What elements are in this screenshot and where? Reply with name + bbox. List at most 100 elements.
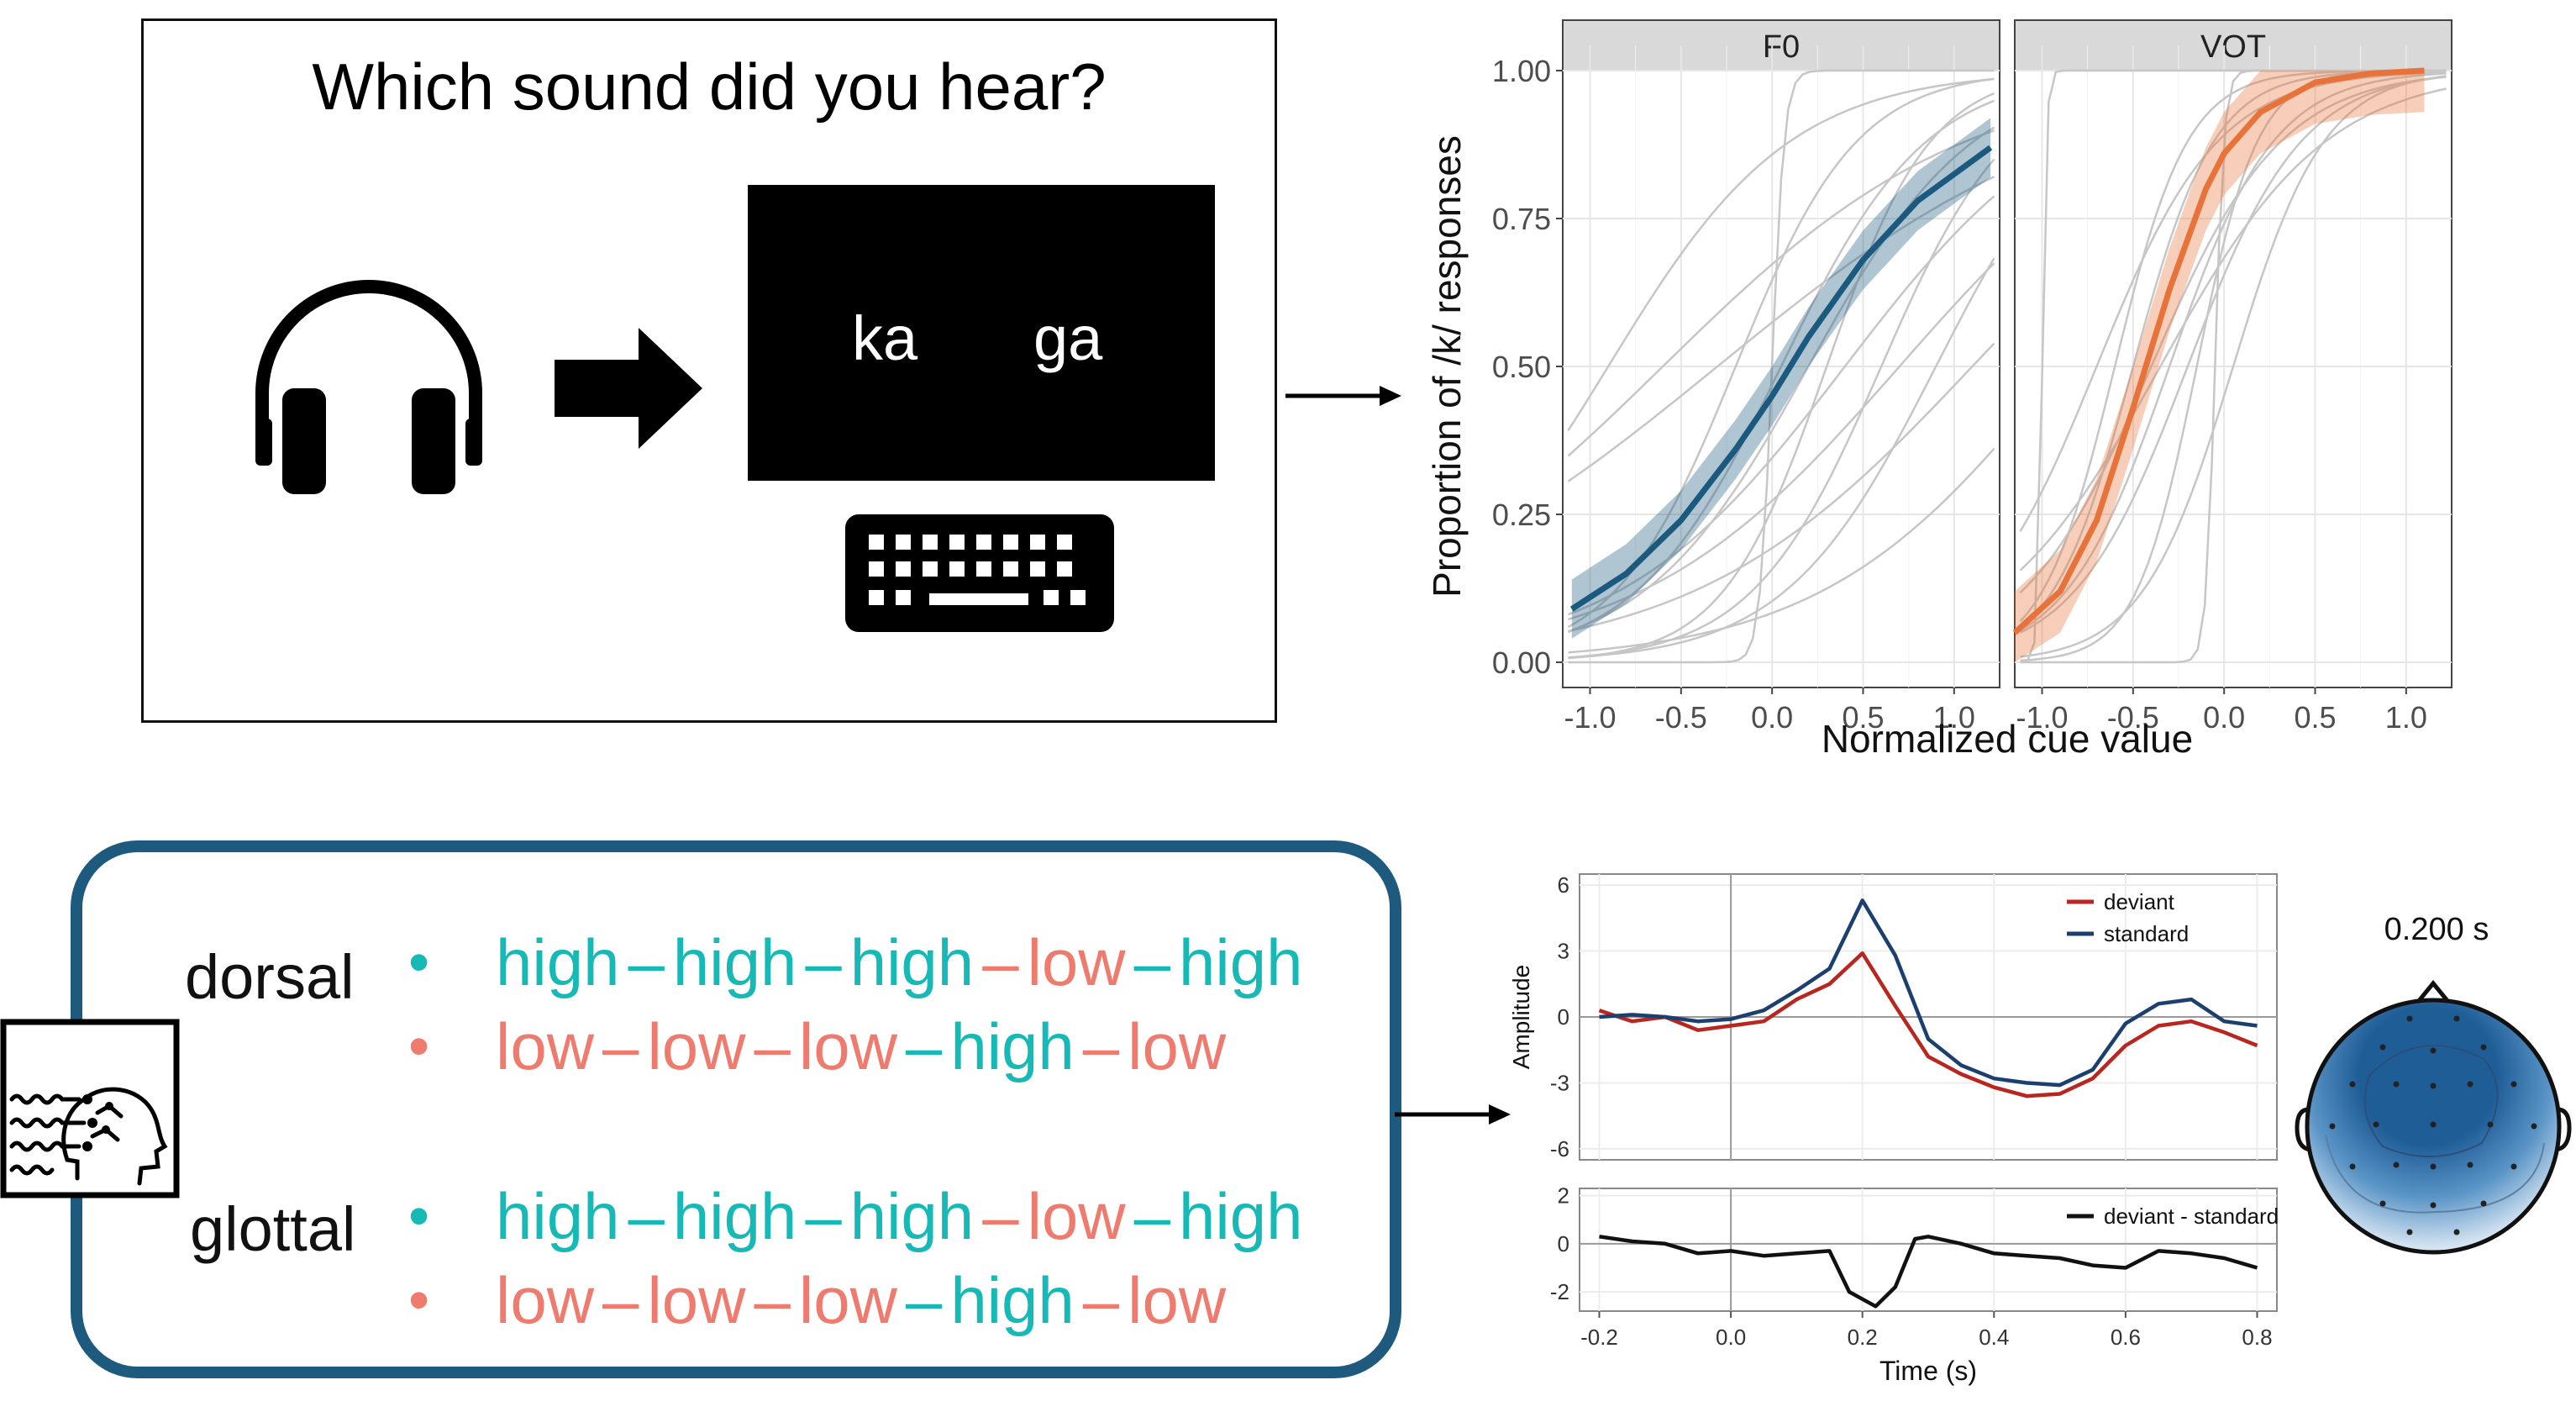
electrode-dot [2510, 1081, 2517, 1088]
y-tick-label: 1.00 [1492, 54, 1551, 88]
tone-token: low [798, 1009, 897, 1083]
electrode-dot [2406, 1015, 2413, 1022]
y-tick-label: 0.25 [1492, 498, 1551, 532]
tone-token: high [950, 1263, 1075, 1337]
sequence-separator: – [602, 1263, 639, 1337]
electrode-dot [2467, 1162, 2473, 1168]
x-axis-title: Time (s) [1879, 1356, 1977, 1386]
tone-token: high [672, 925, 797, 999]
x-tick-label: 0.6 [2111, 1325, 2141, 1350]
contour-line [2325, 1134, 2545, 1214]
y-tick-label: -3 [1550, 1070, 1569, 1095]
condition-label-dorsal: dorsal [185, 942, 355, 1012]
legend-label: standard [2104, 921, 2189, 946]
participant-curve [1567, 176, 1995, 482]
x-tick-label: -0.5 [1655, 700, 1707, 735]
electrode-dot [2453, 1015, 2460, 1022]
electrode-dot [2393, 1081, 2400, 1088]
tone-sequence: high – high – high – low – high [496, 924, 1302, 1001]
participant-curve [2019, 76, 2447, 594]
electrode-dot [2510, 1163, 2517, 1170]
participant-curve [1568, 342, 1995, 633]
connector-arrow-bottom [1395, 1104, 1511, 1125]
x-tick-label: 1.0 [1933, 700, 1975, 735]
x-tick-label: 0.8 [2242, 1325, 2272, 1350]
y-tick-label: 0.50 [1492, 350, 1551, 384]
nose-outline [2416, 980, 2450, 1003]
y-tick-label: 0 [1558, 1004, 1569, 1030]
participant-curve [1568, 99, 1995, 634]
tone-token: low [798, 1263, 897, 1337]
y-tick-label: 0.00 [1492, 645, 1551, 680]
y-tick-label: 0 [1558, 1231, 1569, 1256]
tone-token: high [1179, 1179, 1303, 1253]
confidence-band [2015, 71, 2425, 662]
y-tick-label: 3 [1558, 939, 1569, 964]
task-question: Which sound did you hear? [312, 50, 1107, 124]
facet-label: F0 [1763, 29, 1800, 65]
tone-token: high [1179, 925, 1303, 999]
electrode-dot [2480, 1200, 2487, 1207]
legend-label: deviant - standard [2104, 1204, 2279, 1229]
participant-curve [1568, 195, 1995, 616]
eeg-head-icon [0, 1019, 180, 1198]
sequence-separator: – [905, 1009, 943, 1083]
sequence-separator: – [805, 925, 842, 999]
sequence-separator: – [628, 925, 665, 999]
connector-arrow-top [1285, 386, 1401, 406]
x-tick-label: 0.0 [1751, 700, 1793, 735]
participant-curve [1568, 69, 1995, 664]
participant-curve [1568, 262, 1995, 621]
electrode-dot [2430, 1121, 2437, 1128]
sequence-separator: – [982, 925, 1019, 999]
topomap [2295, 980, 2572, 1255]
sequence-separator: – [628, 1179, 665, 1253]
y-tick-label: -2 [1550, 1279, 1569, 1304]
choice-ka[interactable]: ka [852, 303, 918, 373]
y-axis-title: Amplitude [1508, 965, 1534, 1070]
y-axis-title: Proportion of /k/ responses [1425, 135, 1469, 598]
tone-token: high [496, 925, 620, 999]
x-tick-label: -0.2 [1580, 1325, 1618, 1350]
left-ear [2295, 1107, 2311, 1152]
sequence-separator: – [905, 1263, 943, 1337]
head-outline [2305, 998, 2562, 1255]
topomap-title: 0.200 s [2384, 912, 2489, 947]
sequence-separator: – [1133, 925, 1171, 999]
x-tick-label: 0.2 [1848, 1325, 1878, 1350]
x-tick-label: -1.0 [2016, 700, 2068, 735]
electrode-dot [2430, 1047, 2437, 1054]
electrode-dot [2349, 1163, 2356, 1170]
sequence-bullet: • [408, 1183, 430, 1250]
tone-sequence: high – high – high – low – high [496, 1178, 1302, 1255]
y-tick-label: 0.75 [1492, 202, 1551, 236]
participant-curve [2020, 75, 2447, 658]
electrode-dot [2349, 1081, 2356, 1088]
electrode-dot [2329, 1123, 2336, 1130]
tone-token: low [496, 1009, 595, 1083]
participant-curve [1568, 447, 1995, 654]
sequence-separator: – [1133, 1179, 1171, 1253]
choice-ga[interactable]: ga [1033, 303, 1103, 373]
sequence-bullet: • [408, 1013, 430, 1080]
electrode-dot [2480, 1044, 2487, 1051]
x-tick-label: 1.0 [2385, 700, 2427, 735]
mean-curve [1569, 145, 1993, 612]
sequence-separator: – [1082, 1009, 1120, 1083]
tone-token: low [1027, 1179, 1126, 1253]
participant-curve [1568, 158, 1995, 659]
erp-trace [1599, 898, 2258, 1088]
sequence-separator: – [754, 1263, 791, 1337]
x-tick-label: 0.0 [1716, 1325, 1746, 1350]
participant-curve [1568, 126, 1995, 633]
tone-token: low [1027, 925, 1126, 999]
tone-token: low [496, 1263, 595, 1337]
x-tick-label: 0.5 [2294, 700, 2336, 735]
task-panel [141, 18, 1277, 723]
electrode-dot [2430, 1083, 2437, 1089]
keyboard-icon [845, 514, 1114, 632]
tone-token: high [849, 1179, 975, 1253]
electrode-dot [2393, 1162, 2400, 1168]
electrode-dot [2373, 1121, 2379, 1128]
erp-trace [1598, 951, 2258, 1098]
